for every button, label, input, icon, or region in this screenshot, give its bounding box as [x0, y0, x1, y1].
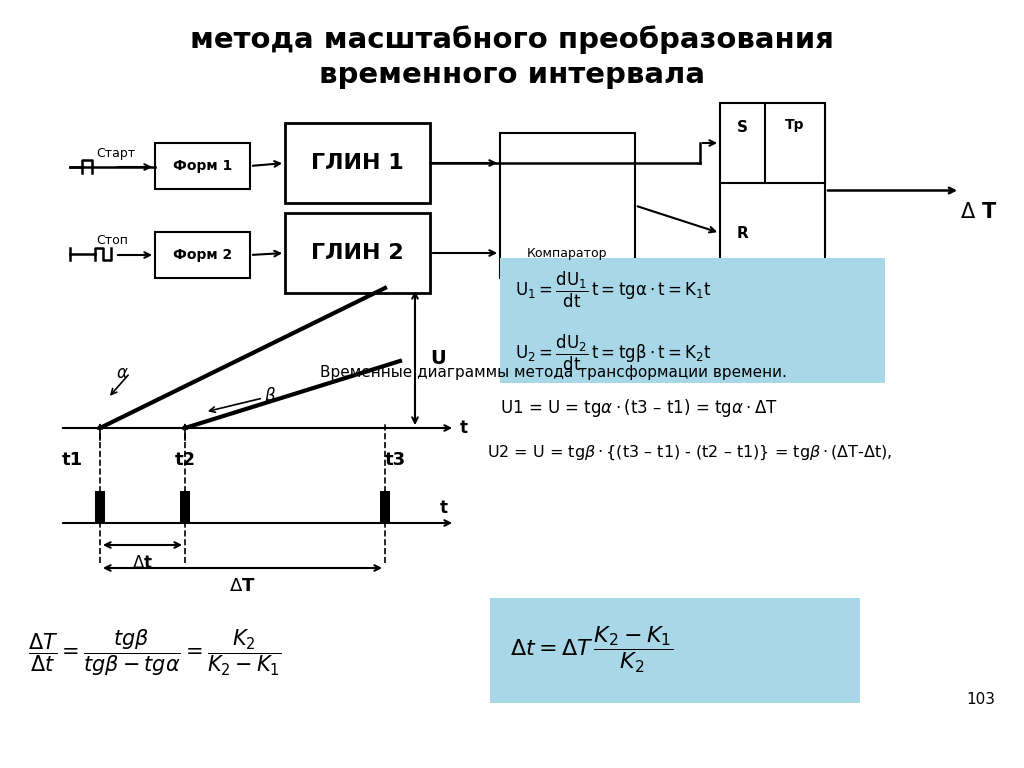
Text: S: S	[736, 121, 748, 135]
Text: $\alpha$: $\alpha$	[116, 364, 128, 382]
Text: $\dfrac{\Delta T}{\Delta t} = \dfrac{tg\beta}{tg\beta - tg\alpha} = \dfrac{K_2}{: $\dfrac{\Delta T}{\Delta t} = \dfrac{tg\…	[28, 627, 282, 678]
Text: $\beta$: $\beta$	[264, 385, 276, 407]
Text: Компаратор: Компаратор	[527, 247, 608, 260]
Bar	[490, 598, 860, 703]
Bar	[500, 133, 635, 278]
Text: t: t	[460, 419, 468, 437]
Text: ГЛИН 2: ГЛИН 2	[311, 243, 403, 263]
Text: U1 = U = tg$\alpha\cdot$(t3 – t1) = tg$\alpha\cdot\Delta$T: U1 = U = tg$\alpha\cdot$(t3 – t1) = tg$\…	[500, 397, 777, 419]
Text: 103: 103	[966, 693, 995, 707]
Bar	[155, 143, 250, 189]
Text: Старт: Старт	[96, 147, 135, 160]
Bar	[500, 258, 885, 383]
Text: U: U	[430, 349, 445, 368]
Bar	[380, 491, 390, 523]
Bar	[285, 123, 430, 203]
Text: Форм 1: Форм 1	[173, 159, 232, 173]
Text: $\Delta$t: $\Delta$t	[132, 554, 153, 572]
Text: t2: t2	[174, 451, 196, 469]
Bar	[180, 491, 190, 523]
Text: Тр: Тр	[785, 118, 805, 132]
Bar	[95, 491, 105, 523]
Text: U2 = U = tg$\beta\cdot${(t3 – t1) - (t2 – t1)} = tg$\beta\cdot$($\Delta$T-$\Delt: U2 = U = tg$\beta\cdot${(t3 – t1) - (t2 …	[487, 444, 892, 462]
Text: t3: t3	[384, 451, 406, 469]
Text: метода масштабного преобразования: метода масштабного преобразования	[190, 25, 834, 55]
Text: t: t	[440, 499, 449, 517]
Text: $\mathrm{U_1 = \dfrac{dU_1}{dt}\,t = tg\alpha \cdot t = K_1 t}$: $\mathrm{U_1 = \dfrac{dU_1}{dt}\,t = tg\…	[515, 270, 712, 310]
Text: t1: t1	[61, 451, 83, 469]
Text: Стоп: Стоп	[96, 234, 128, 247]
Text: $\Delta$T: $\Delta$T	[229, 577, 256, 595]
Text: $\Delta t = \Delta T\,\dfrac{K_2 - K_1}{K_2}$: $\Delta t = \Delta T\,\dfrac{K_2 - K_1}{…	[510, 625, 673, 675]
Text: R: R	[736, 226, 748, 240]
Text: $\Delta$ T: $\Delta$ T	[961, 203, 997, 223]
Text: временного интервала: временного интервала	[319, 61, 705, 89]
Bar	[155, 232, 250, 278]
Text: Форм 2: Форм 2	[173, 248, 232, 262]
Text: Временные диаграммы метода трансформации времени.: Временные диаграммы метода трансформации…	[319, 366, 786, 380]
Bar	[285, 213, 430, 293]
Bar	[720, 103, 825, 278]
Text: $\mathrm{U_2 = \dfrac{dU_2}{dt}\,t = tg\beta \cdot t = K_2 t}$: $\mathrm{U_2 = \dfrac{dU_2}{dt}\,t = tg\…	[515, 333, 712, 373]
Text: ГЛИН 1: ГЛИН 1	[311, 153, 403, 173]
